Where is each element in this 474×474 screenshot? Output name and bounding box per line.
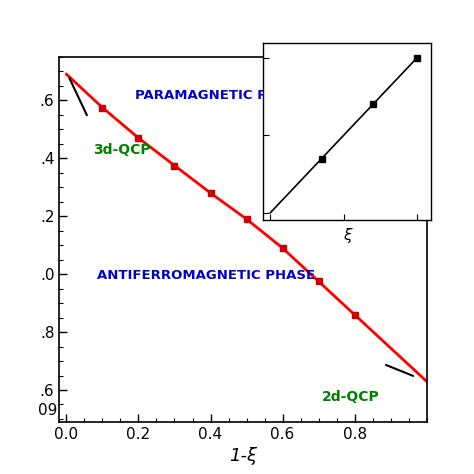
Text: PARAMAGNETIC PHASE: PARAMAGNETIC PHASE — [135, 89, 307, 102]
X-axis label: ξ: ξ — [343, 228, 351, 243]
Text: g: g — [262, 201, 274, 220]
X-axis label: 1-ξ: 1-ξ — [229, 447, 257, 465]
Text: 3d-QCP: 3d-QCP — [93, 143, 151, 156]
Text: 09: 09 — [38, 402, 57, 418]
Text: 2d-QCP: 2d-QCP — [322, 390, 380, 404]
Text: ANTIFERROMAGNETIC PHASE: ANTIFERROMAGNETIC PHASE — [97, 269, 315, 282]
